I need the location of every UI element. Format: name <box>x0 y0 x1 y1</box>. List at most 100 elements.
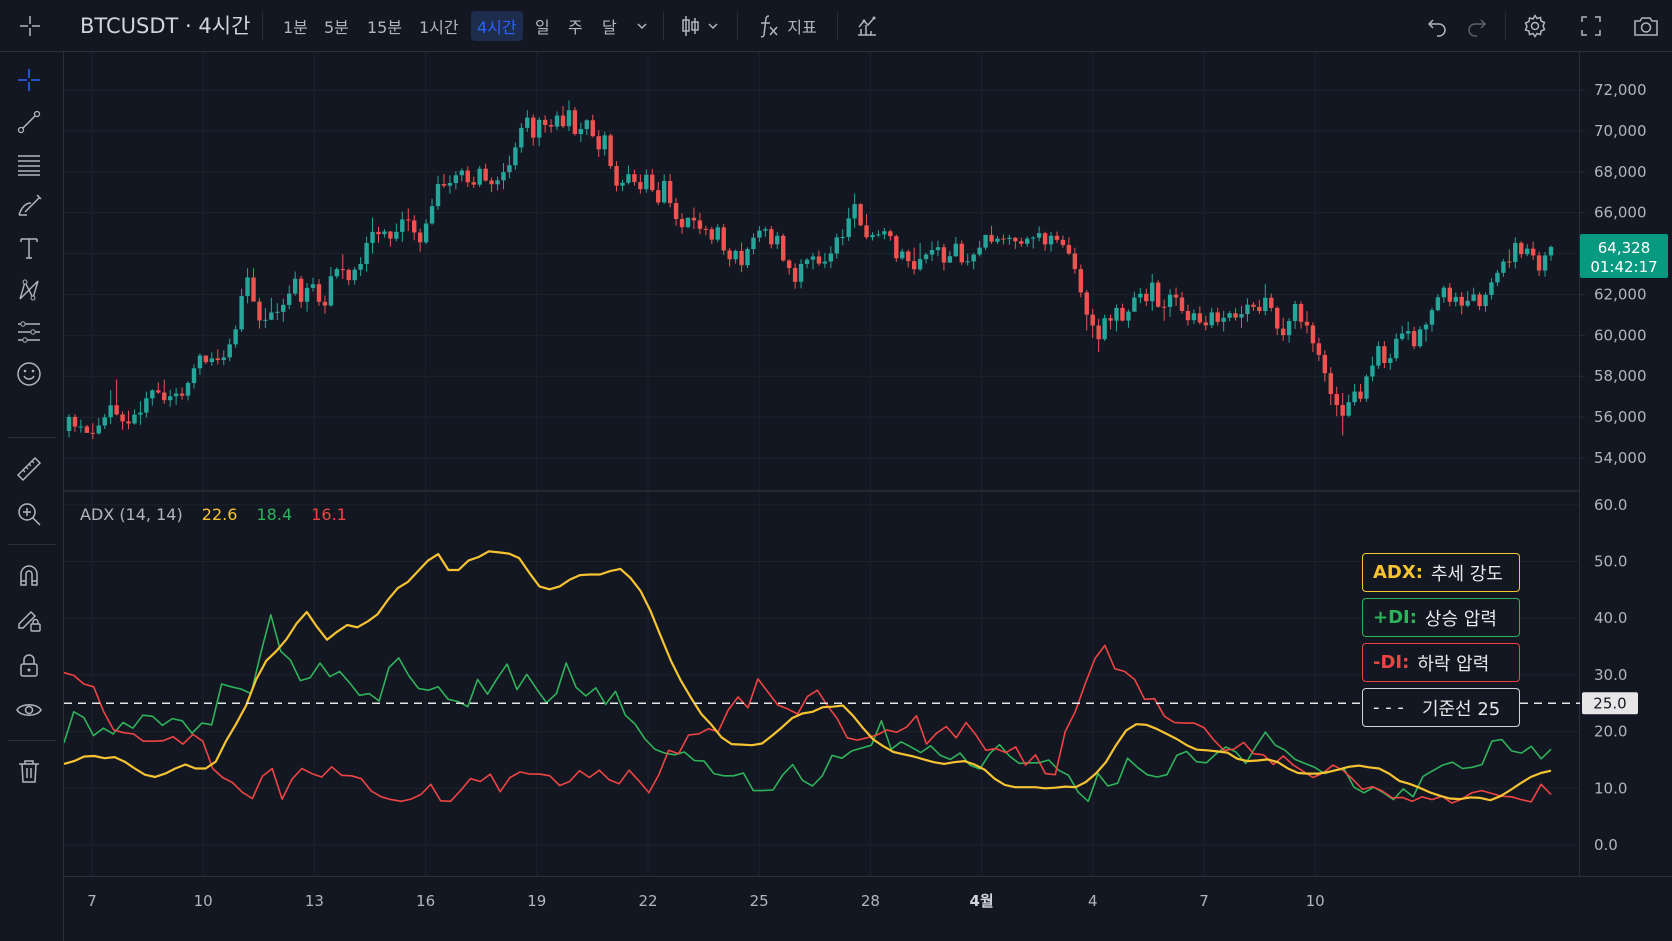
timeframe-1m[interactable]: 1분 <box>283 18 308 37</box>
ruler-measure-icon[interactable] <box>12 452 46 486</box>
candle-body <box>656 190 661 203</box>
adx-legend[interactable]: ADX (14, 14) 22.6 18.4 16.1 <box>80 505 347 524</box>
crosshair-menu-icon[interactable] <box>14 0 46 52</box>
candle <box>376 226 381 243</box>
fullscreen-icon[interactable] <box>1574 0 1608 52</box>
timeframe-15m[interactable]: 15분 <box>367 18 403 37</box>
candle-body <box>144 398 149 413</box>
candle-body <box>1364 376 1369 399</box>
magnet-icon[interactable] <box>12 558 46 592</box>
legend-key-baseline: - - - <box>1373 697 1404 718</box>
forecast-tools-icon[interactable] <box>12 315 46 349</box>
trash-delete-icon[interactable] <box>12 754 46 788</box>
candle-body <box>1078 269 1084 293</box>
toolbar-divider <box>837 12 838 40</box>
crosshair-cursor-icon[interactable] <box>12 63 46 97</box>
candle-body <box>1132 297 1137 312</box>
emoji-smile-icon[interactable] <box>12 357 46 391</box>
timeframe-5m[interactable]: 5분 <box>324 18 349 37</box>
candle <box>501 162 506 190</box>
adx-legend-name: ADX (14, 14) <box>80 505 183 524</box>
timeframe-day[interactable]: 일 <box>535 18 550 37</box>
candle <box>156 382 161 394</box>
candle-body <box>983 234 988 248</box>
candle-body <box>1542 255 1548 271</box>
symbol-title[interactable]: BTCUSDT · 4시간 <box>80 14 251 38</box>
candle-body <box>810 256 816 260</box>
lock-drawing-pencil-icon[interactable] <box>12 603 46 637</box>
sidebar-divider <box>8 437 56 438</box>
snapshot-camera-icon[interactable] <box>1628 0 1664 52</box>
candle <box>1507 249 1512 268</box>
undo-icon[interactable] <box>1420 0 1454 52</box>
candle-body <box>1465 300 1470 306</box>
toolbar-divider <box>1505 12 1506 40</box>
visibility-eye-icon[interactable] <box>12 693 46 727</box>
candle-body <box>483 168 488 181</box>
pattern-icon[interactable] <box>12 273 46 307</box>
brush-icon[interactable] <box>12 189 46 223</box>
trend-line-icon[interactable] <box>12 105 46 139</box>
settings-gear-icon[interactable] <box>1518 0 1552 52</box>
fib-retracement-icon[interactable] <box>12 147 46 181</box>
zoom-in-icon[interactable] <box>12 497 46 531</box>
candle <box>1203 315 1208 331</box>
timeframe-month[interactable]: 달 <box>602 18 617 37</box>
candle <box>1388 353 1393 370</box>
candle-body <box>209 358 215 363</box>
timeframe-1h[interactable]: 1시간 <box>419 18 459 37</box>
candle-body <box>1524 248 1530 255</box>
candle-body <box>1025 238 1030 244</box>
candle-body <box>477 168 482 185</box>
candle-body <box>340 269 345 271</box>
candle <box>1334 386 1339 417</box>
candle <box>1030 235 1036 249</box>
candle <box>1524 243 1530 257</box>
candle-body <box>102 417 107 426</box>
candle <box>626 165 631 185</box>
candle-body <box>1280 328 1286 336</box>
redo-icon[interactable] <box>1460 0 1494 52</box>
timeframe-week[interactable]: 주 <box>568 18 583 37</box>
lock-icon[interactable] <box>12 648 46 682</box>
candle <box>1066 237 1072 256</box>
candle <box>1257 299 1262 315</box>
text-tool-icon[interactable] <box>12 231 46 265</box>
adx-tick-label: 40.0 <box>1594 609 1627 627</box>
candle <box>263 307 268 328</box>
timeframe-dropdown-icon[interactable] <box>630 0 654 52</box>
time-tick-label: 4 <box>1088 892 1098 910</box>
candle-body <box>1138 293 1143 298</box>
candle-body <box>917 259 923 270</box>
candle <box>1007 234 1012 245</box>
candle-body <box>906 251 911 262</box>
candle-body <box>1495 272 1500 283</box>
candle-body <box>602 135 607 150</box>
candle-body <box>572 110 578 134</box>
candle-body <box>697 220 703 229</box>
candle-body <box>1209 312 1214 326</box>
legend-key-minus-di: -DI: <box>1373 652 1410 673</box>
adx-axis[interactable]: 60.0 50.0 40.0 30.0 20.0 10.0 0.0 <box>1594 496 1627 854</box>
candle <box>1310 322 1316 353</box>
candle <box>786 259 792 275</box>
candle-body <box>1358 391 1363 399</box>
candle <box>108 390 113 425</box>
toolbar-divider <box>262 12 263 40</box>
candle <box>590 114 595 138</box>
candle <box>840 229 845 246</box>
candle <box>1513 237 1518 269</box>
candle-body <box>1483 294 1488 307</box>
candle <box>394 223 399 242</box>
candle-body <box>310 284 316 288</box>
candle <box>995 235 1000 244</box>
candle-body <box>566 110 572 127</box>
indicators-button[interactable]: 지표 <box>752 0 820 52</box>
timeframe-4h[interactable]: 4시간 <box>471 11 523 41</box>
candle <box>185 380 191 401</box>
chart-type-candles-icon[interactable] <box>676 0 726 52</box>
time-axis[interactable]: 7 10 13 16 19 22 25 28 4월 4 7 10 <box>87 892 1325 910</box>
templates-icon[interactable] <box>850 0 884 52</box>
legend-text-plus-di: 상승 압력 <box>1424 608 1497 630</box>
